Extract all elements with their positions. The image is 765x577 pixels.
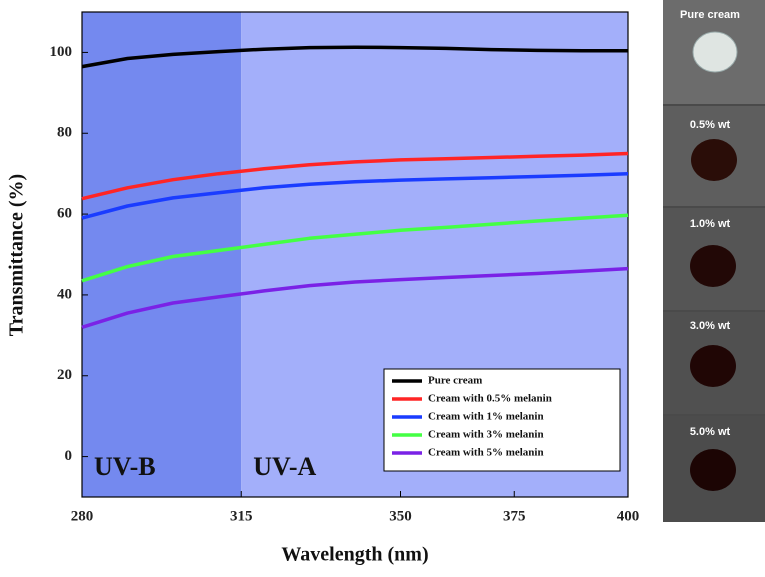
y-tick-label: 100 <box>50 44 73 60</box>
x-tick-label: 280 <box>71 508 94 524</box>
cream-sample <box>691 139 737 181</box>
series-line <box>81 151 629 201</box>
y-tick-label: 0 <box>65 448 73 464</box>
series-line <box>81 213 629 283</box>
x-tick-label: 315 <box>230 508 253 524</box>
photo-label: 3.0% wt <box>690 320 731 332</box>
photo-panel: Pure cream 0.5% wt 1.0% wt 3.0% wt 5.0% … <box>663 0 765 522</box>
plot-frame <box>81 11 629 498</box>
legend-label: Cream with 0.5% melanin <box>428 393 552 405</box>
photo-label: 0.5% wt <box>690 119 731 131</box>
y-tick-label: 40 <box>57 286 72 302</box>
series-line <box>81 266 629 329</box>
region <box>82 12 242 497</box>
cream-sample <box>690 345 736 387</box>
cream-sample <box>690 245 736 287</box>
legend-label: Cream with 3% melanin <box>428 429 544 441</box>
legend-box <box>383 368 621 472</box>
photo-label: Pure cream <box>680 9 740 21</box>
legend-label: Cream with 5% melanin <box>428 447 544 459</box>
x-axis-label: Wavelength (nm) <box>281 544 428 566</box>
x-tick-label: 400 <box>617 508 640 524</box>
y-axis-label: Transmittance (%) <box>6 174 28 336</box>
photo-label: 1.0% wt <box>690 218 731 230</box>
region-label: UV-B <box>94 452 156 481</box>
series-line <box>81 45 628 69</box>
y-tick-label: 60 <box>57 206 72 222</box>
legend-label: Pure cream <box>428 375 482 387</box>
series-line <box>81 171 629 220</box>
x-tick-label: 375 <box>503 508 526 524</box>
cream-sample <box>692 31 738 73</box>
x-tick-label: 350 <box>389 508 412 524</box>
region-label: UV-A <box>253 452 316 481</box>
y-tick-label: 20 <box>57 367 72 383</box>
legend-label: Cream with 1% melanin <box>428 411 544 423</box>
photo-label: 5.0% wt <box>690 426 731 438</box>
cream-sample <box>690 449 736 491</box>
y-tick-label: 80 <box>57 125 72 141</box>
